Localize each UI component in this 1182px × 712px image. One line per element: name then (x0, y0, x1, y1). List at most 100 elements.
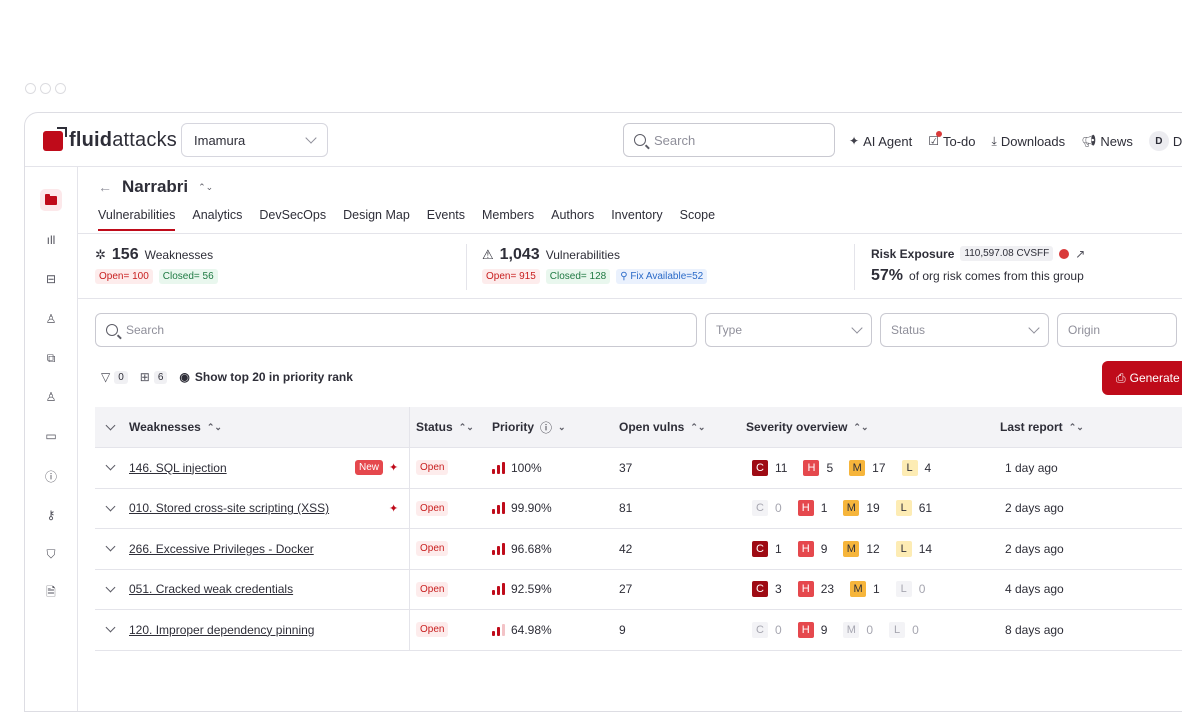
sort-icon: ⌃⌄ (690, 421, 706, 432)
sidebar-item-analytics[interactable]: ıll (40, 229, 62, 251)
header-severity[interactable]: Severity overview ⌃⌄ (746, 420, 869, 434)
sidebar-item-files[interactable]: ⧉ (40, 347, 62, 369)
tab-authors[interactable]: Authors (551, 208, 595, 222)
chevron-down-icon (1028, 322, 1040, 334)
tab-design-map[interactable]: Design Map (343, 208, 410, 222)
row-expand-toggle[interactable] (105, 582, 116, 593)
tab-vulnerabilities[interactable]: Vulnerabilities (98, 205, 176, 231)
tab-events[interactable]: Events (426, 208, 466, 222)
filter-button[interactable]: ▽ 0 (101, 370, 128, 384)
status-badge: Open (416, 581, 449, 597)
ai-sparkle-icon[interactable]: ✦ (389, 502, 399, 515)
news-button[interactable]: 📢︎ News (1081, 134, 1133, 149)
priority-bar (502, 542, 505, 555)
header-last-report[interactable]: Last report ⌃⌄ (1000, 420, 1084, 434)
last-report-value: 4 days ago (1005, 582, 1064, 597)
columns-button[interactable]: ⊞ 6 (140, 370, 168, 384)
open-vulns-value: 81 (619, 501, 633, 516)
ai-sparkle-icon[interactable]: ✦ (389, 462, 399, 475)
global-search-input[interactable]: Search (623, 123, 835, 157)
header-priority[interactable]: Priority ⓘ ⌄ (492, 419, 566, 436)
sidebar: ıll ⊟ ♙ ⧉ ♙ ▭ ⓘ ⚷ ⛉ 🗎︎ (25, 167, 78, 711)
fix-available-badge[interactable]: ⚲ Fix Available=52 (616, 269, 708, 284)
tab-members[interactable]: Members (482, 208, 535, 222)
row-expand-toggle[interactable] (105, 460, 116, 471)
sidebar-item-groups[interactable] (40, 189, 62, 211)
user-menu[interactable]: DDar (1148, 131, 1182, 151)
header-status[interactable]: Status ⌃⌄ (416, 420, 474, 434)
priority-bar (497, 586, 500, 596)
severity-c-badge: C (752, 621, 768, 638)
page-title: Narrabri (122, 177, 189, 196)
search-input[interactable]: Search (95, 313, 697, 347)
weakness-name[interactable]: 266. Excessive Privileges - Docker (129, 541, 314, 556)
group-switch-icon[interactable]: ⌃⌄ (198, 181, 214, 192)
weakness-link[interactable]: 051. Cracked weak credentials (129, 582, 293, 596)
todo-button[interactable]: ☑ To-do (928, 131, 976, 149)
status-badge: Open (416, 541, 449, 557)
column-divider (409, 488, 410, 528)
chevron-down-icon (105, 622, 116, 633)
status-cell: Open (416, 622, 449, 638)
sidebar-item-credentials[interactable]: ⚷ (40, 504, 62, 526)
header-weaknesses[interactable]: Weaknesses ⌃⌄ (129, 420, 222, 434)
weakness-link[interactable]: 146. SQL injection (129, 461, 227, 475)
weakness-name[interactable]: 146. SQL injection (129, 460, 227, 475)
filter-icon: ▽ (101, 370, 111, 384)
tab-analytics[interactable]: Analytics (192, 208, 243, 222)
sidebar-item-portfolio[interactable]: ⊟ (40, 268, 62, 290)
priority-bars-icon (492, 542, 505, 555)
tab-scope[interactable]: Scope (679, 208, 716, 222)
sidebar-item-alerts[interactable]: ⓘ (40, 465, 62, 487)
expand-all-toggle[interactable] (105, 420, 116, 430)
generate-report-button[interactable]: ⎙ Generate r (1102, 361, 1182, 395)
last-report-cell: 2 days ago (1005, 542, 1064, 556)
external-link-icon[interactable]: ↗ (1075, 246, 1086, 261)
tab-devsecops[interactable]: DevSecOps (259, 208, 327, 222)
downloads-button[interactable]: ⤓ Downloads (992, 134, 1066, 149)
table-row[interactable]: 120. Improper dependency pinning Open 64… (95, 610, 1182, 651)
ai-agent-button[interactable]: ✦ AI Agent (849, 134, 912, 149)
sidebar-item-members[interactable]: ♙ (40, 308, 62, 330)
document-icon: 🗎︎ (46, 584, 56, 599)
origin-select[interactable]: Origin (1057, 313, 1177, 347)
weakness-link[interactable]: 120. Improper dependency pinning (129, 623, 314, 637)
weakness-name[interactable]: 051. Cracked weak credentials (129, 582, 294, 597)
sort-desc-icon: ⌄ (558, 421, 566, 432)
back-arrow-icon[interactable]: ← (98, 179, 112, 195)
show-top-toggle[interactable]: ◉ Show top 20 in priority rank (179, 370, 353, 384)
severity-c-count: 0 (775, 622, 782, 637)
severity-l-count: 0 (912, 622, 919, 637)
row-expand-toggle[interactable] (105, 501, 116, 512)
sidebar-item-policies[interactable]: ⛉ (40, 543, 62, 565)
severity-l-badge: L (901, 459, 918, 476)
weakness-link[interactable]: 010. Stored cross-site scripting (XSS) (129, 501, 329, 515)
priority-value: 99.90% (511, 501, 552, 516)
sidebar-item-billing[interactable]: ▭ (40, 425, 62, 447)
row-expand-toggle[interactable] (105, 622, 116, 633)
summary-bar: ✲ 156 Weaknesses Open= 100 Closed= 56 ⚠ … (78, 234, 1182, 299)
row-expand-toggle[interactable] (105, 541, 116, 552)
window-dot (25, 83, 36, 94)
organization-select[interactable]: Imamura (181, 123, 328, 157)
type-select[interactable]: Type (705, 313, 872, 347)
weakness-name[interactable]: 010. Stored cross-site scripting (XSS) (129, 501, 330, 516)
table-row[interactable]: 010. Stored cross-site scripting (XSS) ✦… (95, 488, 1182, 529)
sidebar-item-reports[interactable]: 🗎︎ (40, 582, 62, 604)
header-open-vulns[interactable]: Open vulns ⌃⌄ (619, 420, 705, 434)
weakness-link[interactable]: 266. Excessive Privileges - Docker (129, 542, 314, 556)
filter-count: 0 (114, 370, 128, 384)
risk-percentage: 57% (871, 267, 904, 284)
chevron-down-icon (305, 132, 317, 144)
tab-inventory[interactable]: Inventory (611, 208, 663, 222)
last-report-value: 8 days ago (1005, 622, 1064, 637)
weakness-name[interactable]: 120. Improper dependency pinning (129, 622, 315, 637)
logo[interactable]: fluidattacks (43, 126, 177, 152)
sidebar-item-authors[interactable]: ♙ (40, 386, 62, 408)
status-select[interactable]: Status (880, 313, 1049, 347)
news-label: News (1100, 133, 1133, 149)
table-row[interactable]: 266. Excessive Privileges - Docker Open … (95, 529, 1182, 570)
table-row[interactable]: 051. Cracked weak credentials Open 92.59… (95, 569, 1182, 610)
priority-cell: 92.59% (492, 582, 552, 596)
